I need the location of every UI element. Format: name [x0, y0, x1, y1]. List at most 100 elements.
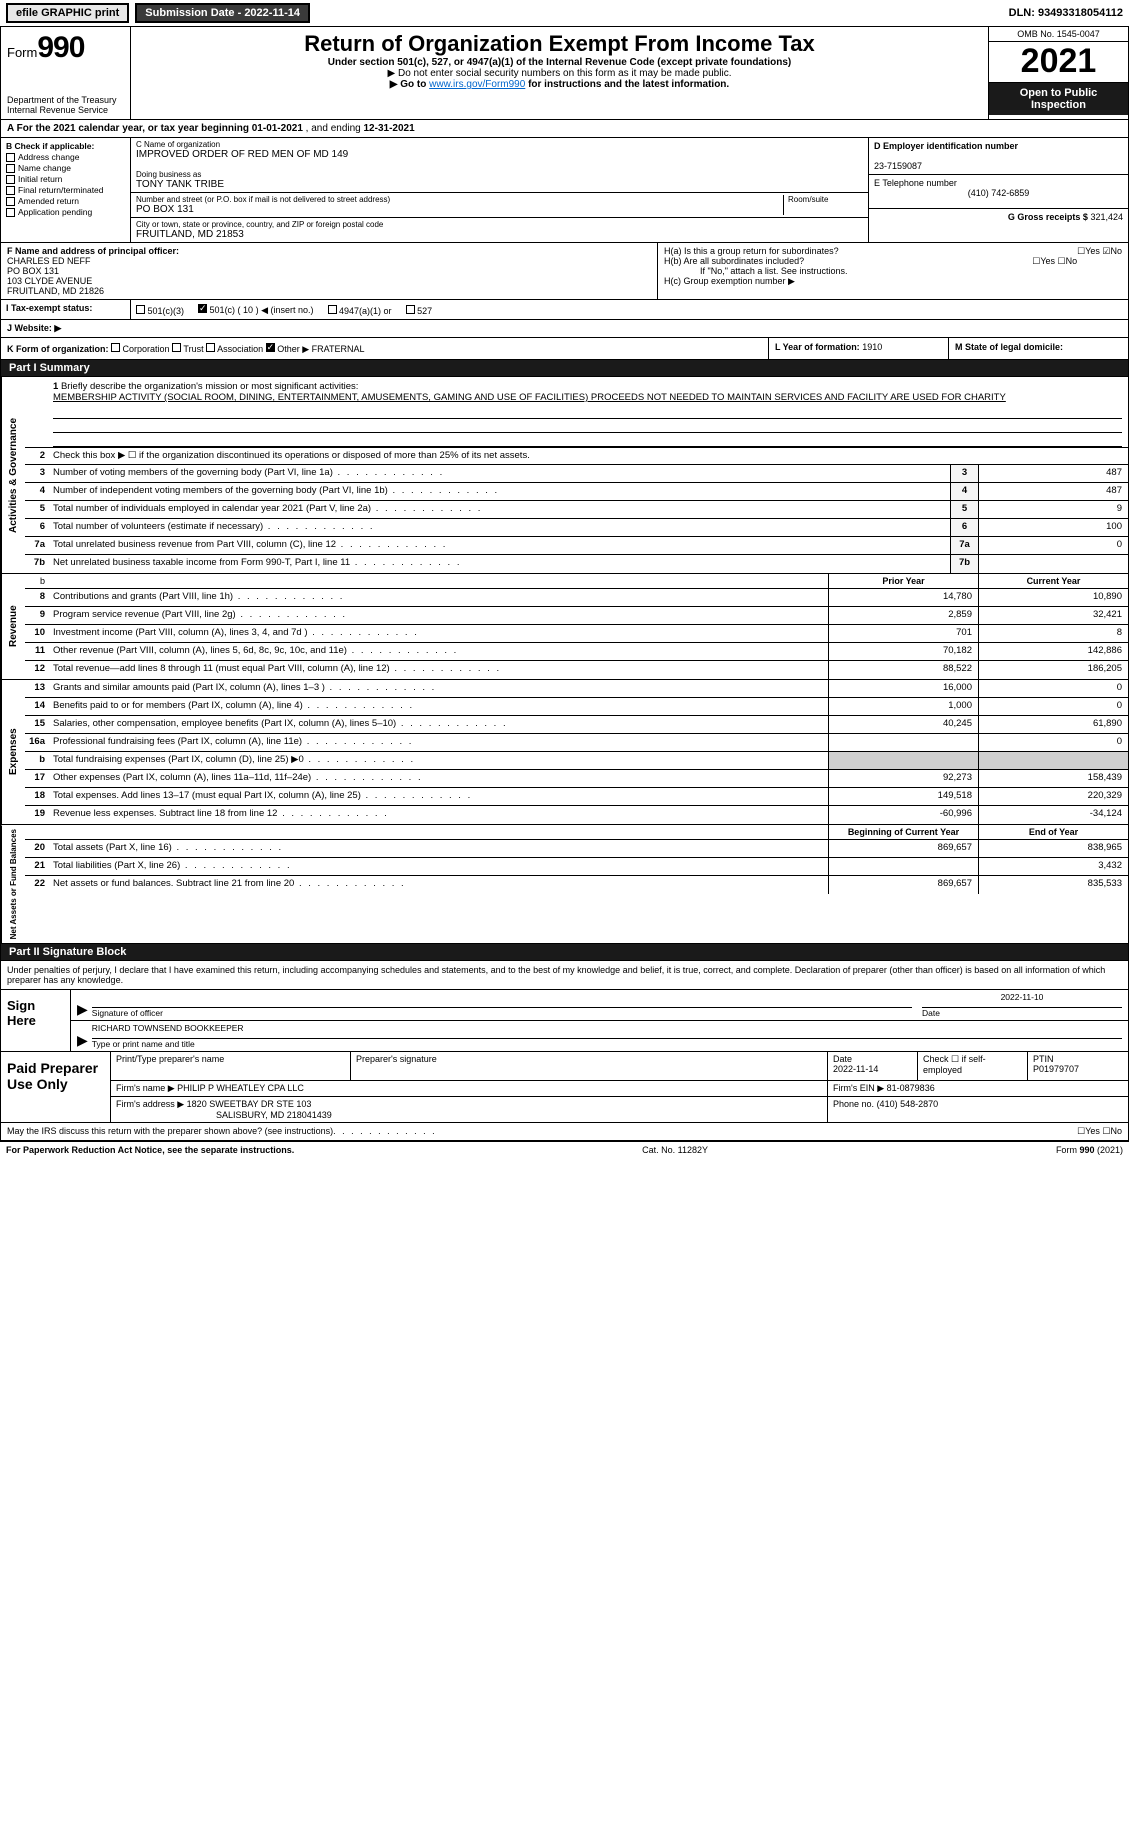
table-row: 7bNet unrelated business taxable income …	[25, 555, 1128, 573]
ha-yes: Yes	[1085, 246, 1100, 256]
chk-initial[interactable]	[6, 175, 15, 184]
form-num: 990	[37, 31, 84, 64]
org-name: IMPROVED ORDER OF RED MEN OF MD 149	[136, 149, 863, 160]
open-public-badge: Open to Public Inspection	[989, 83, 1128, 115]
chk-initial-lbl: Initial return	[18, 174, 62, 184]
chk-4947[interactable]	[328, 305, 337, 314]
f-lbl: F Name and address of principal officer:	[7, 246, 179, 256]
prep-sig-lbl: Preparer's signature	[356, 1054, 822, 1064]
firm-addr2: SALISBURY, MD 218041439	[116, 1110, 332, 1120]
k-other-val: FRATERNAL	[312, 344, 365, 354]
chk-name[interactable]	[6, 164, 15, 173]
chk-final-lbl: Final return/terminated	[18, 185, 104, 195]
arrow-icon: ▶	[77, 1001, 88, 1018]
paid-preparer-block: Paid Preparer Use Only Print/Type prepar…	[1, 1052, 1128, 1123]
part2-header: Part II Signature Block	[1, 944, 1128, 961]
header-left: Form990 Department of the Treasury Inter…	[1, 27, 131, 119]
chk-corp[interactable]	[111, 343, 120, 352]
col-begin-year: Beginning of Current Year	[828, 825, 978, 839]
form-header: Form990 Department of the Treasury Inter…	[1, 27, 1128, 120]
hc-lbl: H(c) Group exemption number ▶	[664, 276, 1122, 287]
cat-no: Cat. No. 11282Y	[642, 1145, 708, 1155]
phone-val: (410) 548-2870	[877, 1099, 939, 1109]
j-lbl: J Website: ▶	[7, 323, 61, 333]
chk-other[interactable]	[266, 343, 275, 352]
chk-amended-lbl: Amended return	[18, 196, 79, 206]
irs-link[interactable]: www.irs.gov/Form990	[429, 79, 525, 90]
table-row: 7aTotal unrelated business revenue from …	[25, 537, 1128, 555]
f-l1: PO BOX 131	[7, 266, 59, 276]
table-row: 6Total number of volunteers (estimate if…	[25, 519, 1128, 537]
sig-officer-lbl: Signature of officer	[92, 1008, 163, 1018]
tel-val: (410) 742-6859	[874, 188, 1123, 198]
submission-date-btn[interactable]: Submission Date - 2022-11-14	[135, 3, 310, 23]
blank-line	[53, 433, 1122, 447]
table-row: 13Grants and similar amounts paid (Part …	[25, 680, 1128, 698]
col-current-year: Current Year	[978, 574, 1128, 588]
arrow-icon: ▶	[77, 1032, 88, 1049]
room-lbl: Room/suite	[788, 195, 863, 204]
k-lbl: K Form of organization:	[7, 344, 109, 354]
chk-501c[interactable]	[198, 304, 207, 313]
hb-yes: Yes	[1040, 256, 1055, 266]
addr-lbl: Number and street (or P.O. box if mail i…	[136, 195, 783, 204]
org-name-lbl: C Name of organization	[136, 140, 863, 149]
table-row: 17Other expenses (Part IX, column (A), l…	[25, 770, 1128, 788]
dba-lbl: Doing business as	[136, 170, 863, 179]
k-trust: Trust	[183, 344, 203, 354]
chk-address[interactable]	[6, 153, 15, 162]
subtitle-1: Under section 501(c), 527, or 4947(a)(1)…	[137, 57, 982, 68]
table-row: 18Total expenses. Add lines 13–17 (must …	[25, 788, 1128, 806]
header-right: OMB No. 1545-0047 2021 Open to Public In…	[988, 27, 1128, 119]
table-row: 15Salaries, other compensation, employee…	[25, 716, 1128, 734]
chk-501c3[interactable]	[136, 305, 145, 314]
chk-amended[interactable]	[6, 197, 15, 206]
col-end-year: End of Year	[978, 825, 1128, 839]
row-a-period: A For the 2021 calendar year, or tax yea…	[1, 120, 1128, 138]
form-word: Form	[7, 45, 37, 60]
chk-final[interactable]	[6, 186, 15, 195]
net-label: Net Assets or Fund Balances	[1, 825, 25, 943]
table-row: 5Total number of individuals employed in…	[25, 501, 1128, 519]
f-name: CHARLES ED NEFF	[7, 256, 91, 266]
prep-date-val: 2022-11-14	[833, 1064, 912, 1074]
i-501c3: 501(c)(3)	[148, 306, 185, 316]
expenses-section: Expenses 13Grants and similar amounts pa…	[1, 680, 1128, 825]
form-title: Return of Organization Exempt From Incom…	[137, 31, 982, 57]
col-b-checkboxes: B Check if applicable: Address change Na…	[1, 138, 131, 242]
ein-lbl: D Employer identification number	[874, 141, 1018, 151]
table-row: 9Program service revenue (Part VIII, lin…	[25, 607, 1128, 625]
city-val: FRUITLAND, MD 21853	[136, 229, 863, 240]
chk-assoc[interactable]	[206, 343, 215, 352]
form-990: Form990 Department of the Treasury Inter…	[0, 26, 1129, 1142]
tax-year: 2021	[989, 42, 1128, 83]
i-4947: 4947(a)(1) or	[339, 306, 392, 316]
sig-intro: Under penalties of perjury, I declare th…	[1, 961, 1128, 990]
table-row: 19Revenue less expenses. Subtract line 1…	[25, 806, 1128, 824]
row-j-website: J Website: ▶	[1, 320, 1128, 338]
col-prior-year: Prior Year	[828, 574, 978, 588]
row-k-l-m: K Form of organization: Corporation Trus…	[1, 338, 1128, 360]
net-assets-section: Net Assets or Fund Balances Beginning of…	[1, 825, 1128, 944]
subtitle-2: ▶ Do not enter social security numbers o…	[137, 68, 982, 79]
chk-527[interactable]	[406, 305, 415, 314]
section-b-c-d: B Check if applicable: Address change Na…	[1, 138, 1128, 243]
form-number: Form990	[7, 31, 124, 65]
paid-preparer-label: Paid Preparer Use Only	[1, 1052, 111, 1122]
chk-application[interactable]	[6, 208, 15, 217]
discuss-no: No	[1110, 1126, 1122, 1136]
period-label: A For the 2021 calendar year, or tax yea…	[7, 123, 252, 134]
chk-address-lbl: Address change	[18, 152, 79, 162]
firm-name-val: PHILIP P WHEATLEY CPA LLC	[177, 1083, 304, 1093]
ha-no: No	[1110, 246, 1122, 256]
b-header: B Check if applicable:	[6, 141, 94, 151]
sig-date-lbl: Date	[922, 1008, 940, 1018]
table-row: 4Number of independent voting members of…	[25, 483, 1128, 501]
sign-here-label: Sign Here	[1, 990, 71, 1051]
chk-trust[interactable]	[172, 343, 181, 352]
firm-name-lbl: Firm's name ▶	[116, 1083, 175, 1093]
phone-lbl: Phone no.	[833, 1099, 874, 1109]
sig-date-val: 2022-11-10	[922, 992, 1122, 1008]
k-assoc: Association	[217, 344, 263, 354]
governance-section: Activities & Governance 1 Briefly descri…	[1, 377, 1128, 574]
